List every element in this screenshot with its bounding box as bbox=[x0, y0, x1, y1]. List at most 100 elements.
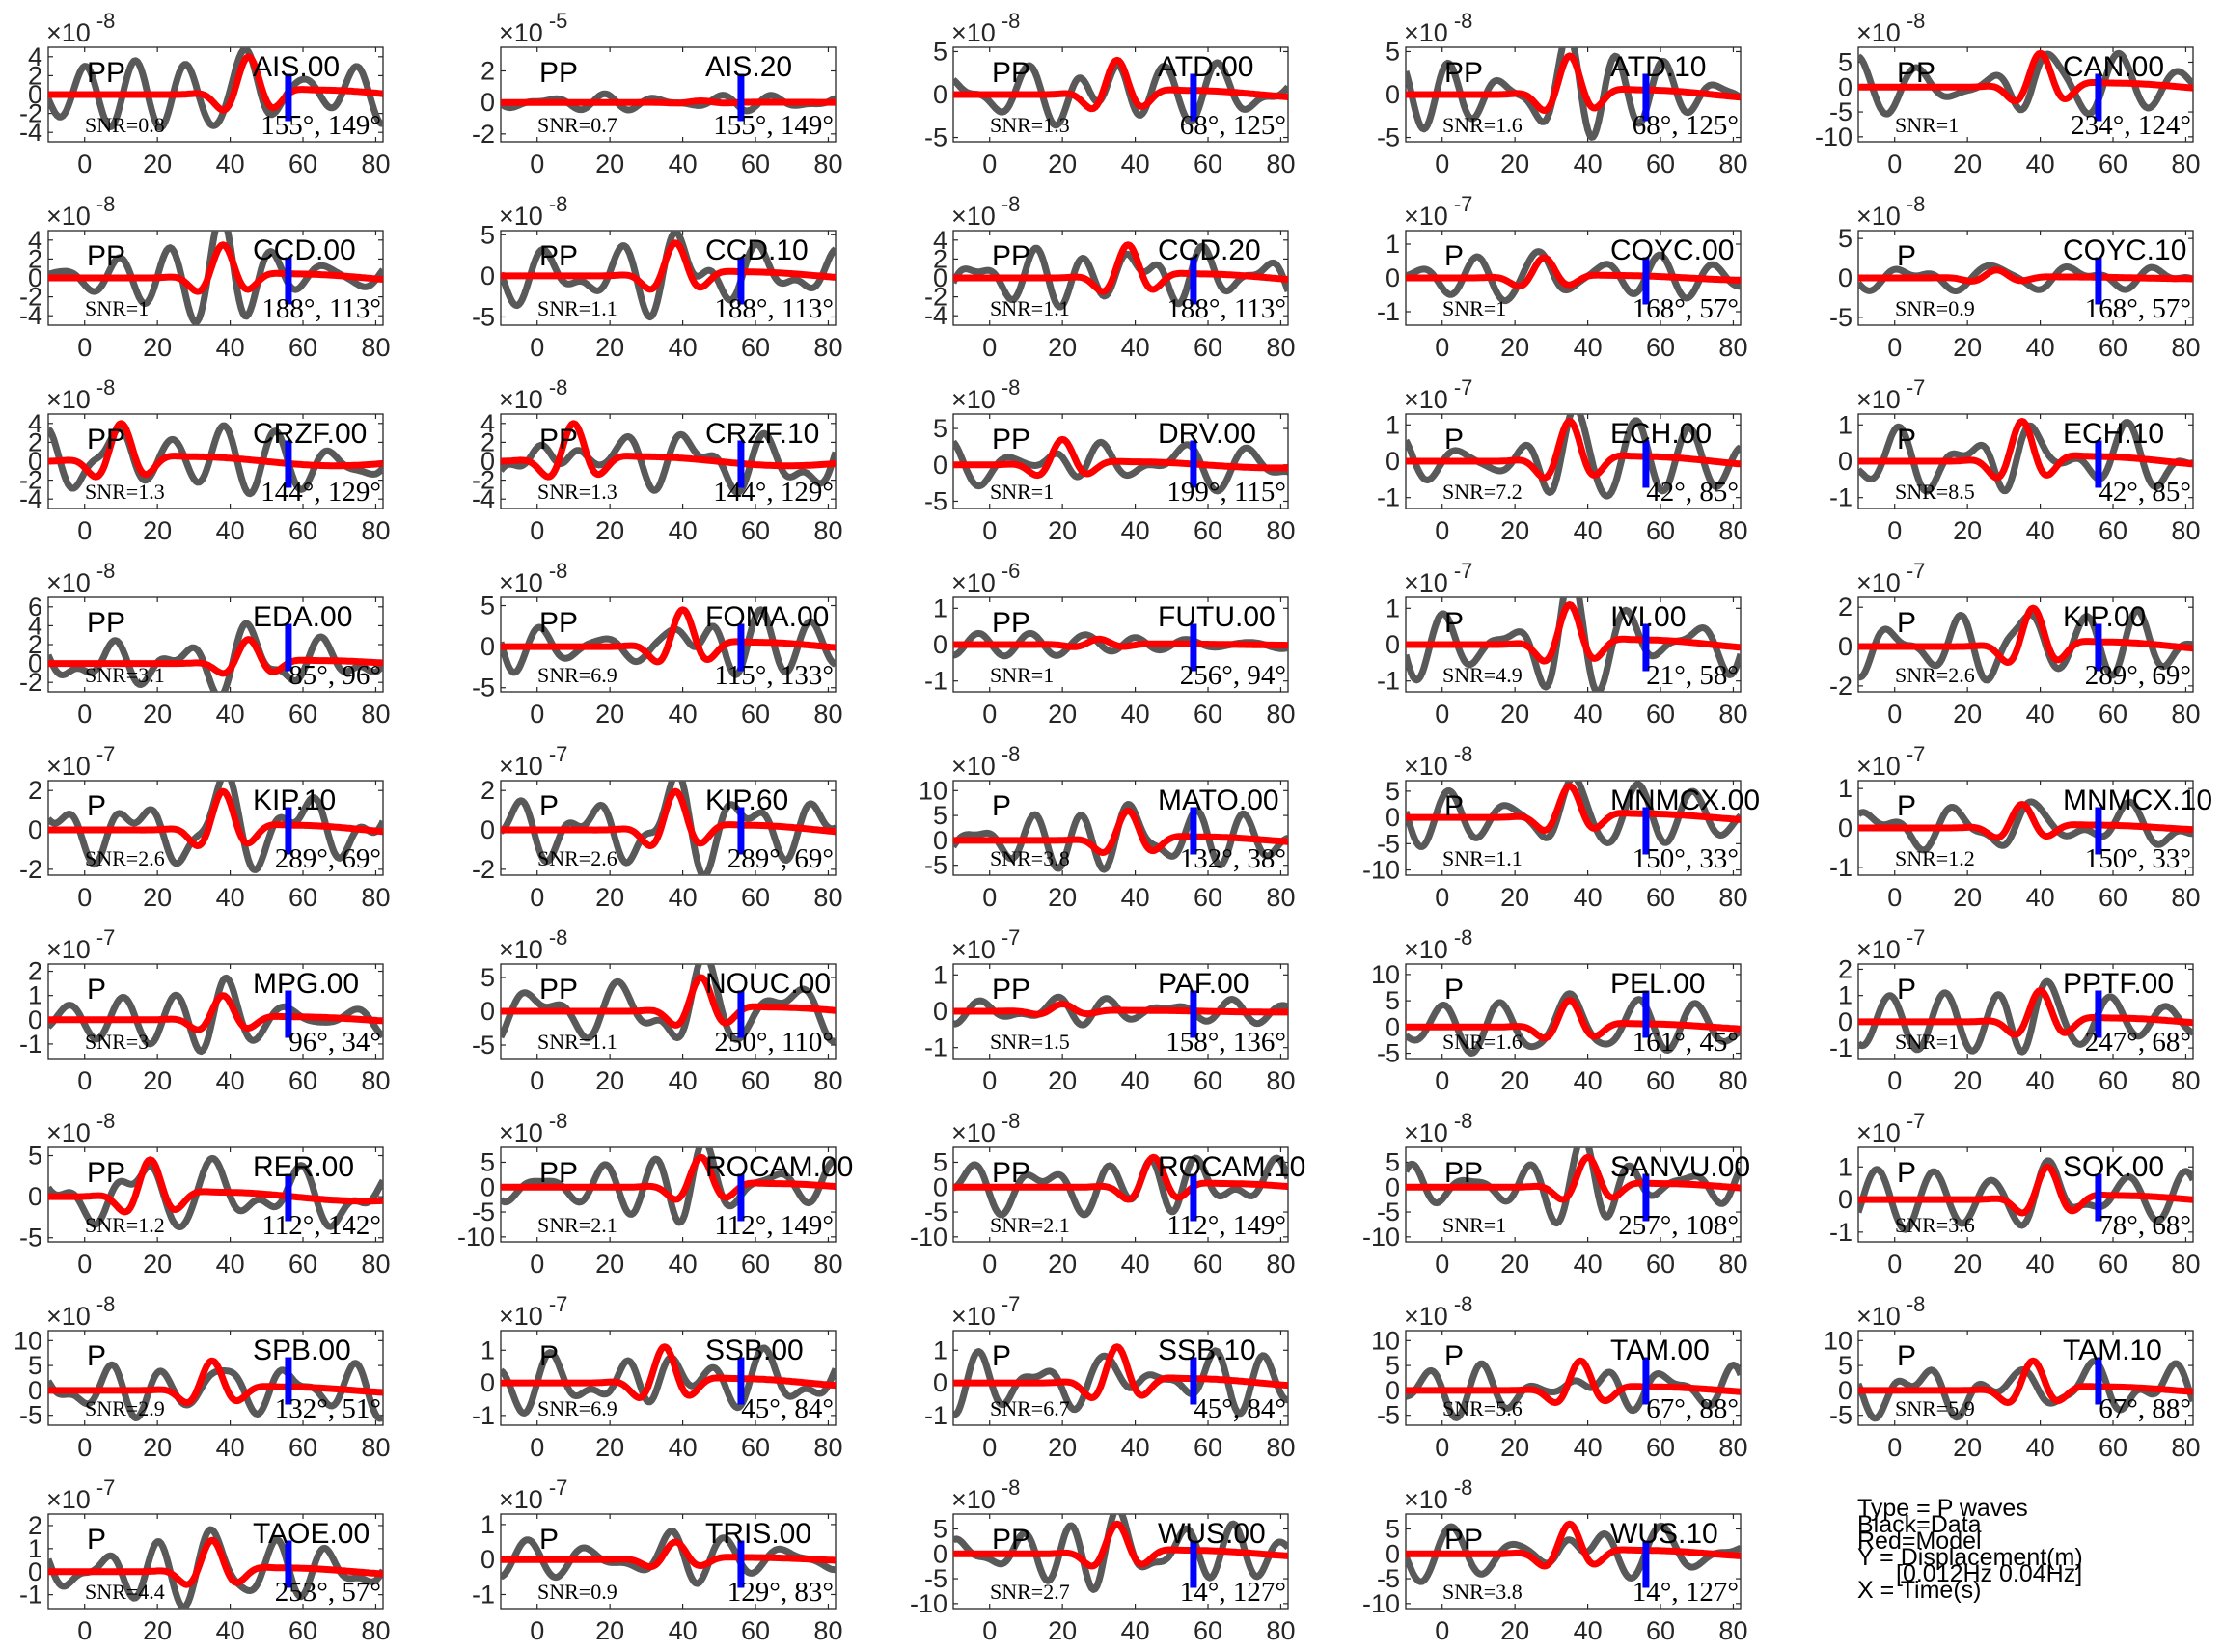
x-tick-label: 60 bbox=[1646, 1616, 1675, 1645]
y-tick-label: 5 bbox=[1386, 37, 1400, 66]
x-tick-label: 0 bbox=[1435, 883, 1449, 912]
x-tick-label: 40 bbox=[1574, 516, 1603, 545]
legend-model: Red=Model bbox=[1857, 1528, 1982, 1555]
phase-label: P bbox=[1444, 1340, 1464, 1372]
x-tick-label: 0 bbox=[982, 1250, 997, 1279]
y-exponent-label: ×10 -8 bbox=[951, 1475, 1020, 1514]
y-tick-label: -5 bbox=[1377, 1039, 1400, 1068]
data-trace bbox=[48, 1526, 383, 1609]
y-tick-label: -1 bbox=[924, 1401, 947, 1430]
model-trace bbox=[953, 1520, 1288, 1570]
data-trace bbox=[1406, 781, 1741, 850]
data-trace bbox=[1858, 1157, 2193, 1233]
y-tick-label: -5 bbox=[1377, 1401, 1400, 1430]
x-tick-label: 40 bbox=[2026, 1250, 2055, 1279]
y-tick-label: -10 bbox=[1362, 1223, 1400, 1252]
x-tick-label: 60 bbox=[288, 516, 317, 545]
x-tick-label: 20 bbox=[595, 150, 624, 179]
station-label: COYC.10 bbox=[2063, 234, 2186, 266]
axes-box bbox=[1857, 46, 2194, 143]
phase-label: P bbox=[1897, 790, 1916, 822]
angles-label: 67°, 88° bbox=[2099, 1393, 2191, 1424]
x-tick-label: 80 bbox=[1718, 883, 1747, 912]
y-tick-label: 0 bbox=[28, 1376, 42, 1405]
y-tick-label: 0 bbox=[1838, 1007, 1852, 1036]
axes-box bbox=[1857, 963, 2194, 1060]
phase-label: PP bbox=[992, 1524, 1030, 1556]
y-tick-label: -2 bbox=[19, 283, 42, 312]
x-tick-label: 60 bbox=[741, 1250, 770, 1279]
angles-label: 112°, 149° bbox=[714, 1210, 834, 1241]
y-tick-label: -2 bbox=[924, 283, 947, 312]
model-trace bbox=[1406, 1357, 1741, 1406]
phase-label: PP bbox=[87, 1157, 125, 1189]
x-tick-label: 60 bbox=[2099, 333, 2127, 362]
x-tick-label: 60 bbox=[2099, 1066, 2127, 1095]
y-tick-label: -1 bbox=[1829, 853, 1852, 882]
data-trace bbox=[501, 781, 836, 875]
snr-label: SNR=7.2 bbox=[1442, 480, 1523, 504]
x-tick-label: 0 bbox=[1435, 333, 1449, 362]
y-exponent-label: ×10 -8 bbox=[951, 375, 1020, 414]
y-tick-label: 5 bbox=[480, 220, 495, 249]
angles-label: 115°, 133° bbox=[714, 660, 834, 691]
x-tick-label: 40 bbox=[1574, 1433, 1603, 1462]
x-tick-label: 40 bbox=[1574, 700, 1603, 729]
snr-label: SNR=6.9 bbox=[537, 663, 618, 687]
y-exponent-label: ×10 -8 bbox=[951, 9, 1020, 47]
x-tick-label: 60 bbox=[1646, 1066, 1675, 1095]
y-exponent-label: ×10 -7 bbox=[951, 925, 1020, 964]
panel-mnmcx-10: 0 20 40 60 80 1 0 -1 ×10 -7 P MNMCX.10 SNR=1.2 150°, … bbox=[1829, 742, 2212, 912]
snr-label: SNR=2.6 bbox=[1895, 663, 1975, 687]
angles-label: 256°, 94° bbox=[1180, 660, 1286, 691]
x-tick-label: 80 bbox=[2171, 1066, 2200, 1095]
x-tick-label: 0 bbox=[77, 516, 92, 545]
legend-band: [0.012Hz 0.04Hz] bbox=[1896, 1560, 2083, 1587]
x-tick-label: 0 bbox=[1435, 516, 1449, 545]
x-tick-label: 20 bbox=[143, 700, 172, 729]
station-label: RER.00 bbox=[253, 1151, 354, 1183]
x-tick-label: 0 bbox=[77, 1616, 92, 1645]
y-exponent-label: ×10 -8 bbox=[951, 742, 1020, 781]
x-tick-label: 0 bbox=[1887, 333, 1902, 362]
x-tick-label: 80 bbox=[1718, 150, 1747, 179]
x-tick-label: 80 bbox=[1266, 700, 1295, 729]
panel-foma-00: 0 20 40 60 80 5 0 -5 ×10 -8 PP FOMA.00 SNR=6.9 115°, … bbox=[472, 559, 842, 729]
x-tick-label: 80 bbox=[1266, 516, 1295, 545]
x-tick-label: 60 bbox=[1194, 1066, 1222, 1095]
data-trace bbox=[48, 47, 383, 131]
station-label: KIP.00 bbox=[2063, 601, 2146, 633]
model-trace bbox=[48, 1156, 383, 1216]
x-tick-label: 20 bbox=[1048, 516, 1077, 545]
y-exponent-label: ×10 -8 bbox=[1404, 925, 1472, 964]
x-tick-label: 20 bbox=[143, 1066, 172, 1095]
x-tick-label: 60 bbox=[1646, 1433, 1675, 1462]
snr-label: SNR=5.9 bbox=[1895, 1396, 1975, 1420]
y-tick-label: 0 bbox=[480, 1172, 495, 1201]
phase-label: PP bbox=[539, 57, 578, 89]
x-tick-label: 60 bbox=[1194, 1250, 1222, 1279]
model-trace bbox=[501, 787, 836, 849]
x-tick-label: 60 bbox=[288, 150, 317, 179]
y-tick-label: -5 bbox=[924, 1198, 947, 1226]
phase-label: P bbox=[1897, 607, 1916, 639]
model-trace bbox=[1858, 418, 2193, 482]
x-tick-label: 60 bbox=[288, 333, 317, 362]
x-tick-label: 80 bbox=[1718, 333, 1747, 362]
x-tick-label: 20 bbox=[595, 883, 624, 912]
y-tick-label: 1 bbox=[1386, 593, 1400, 622]
x-tick-label: 20 bbox=[595, 1616, 624, 1645]
angles-label: 68°, 125° bbox=[1180, 110, 1286, 141]
x-tick-label: 20 bbox=[143, 1616, 172, 1645]
y-tick-label: 1 bbox=[28, 1534, 42, 1563]
axes-box bbox=[47, 963, 384, 1060]
angles-label: 289°, 69° bbox=[727, 843, 834, 874]
snr-label: SNR=1 bbox=[1895, 1030, 1959, 1054]
y-tick-label: 4 bbox=[480, 409, 495, 438]
y-exponent-label: ×10 -7 bbox=[1856, 1109, 1925, 1147]
x-tick-label: 80 bbox=[813, 1066, 842, 1095]
